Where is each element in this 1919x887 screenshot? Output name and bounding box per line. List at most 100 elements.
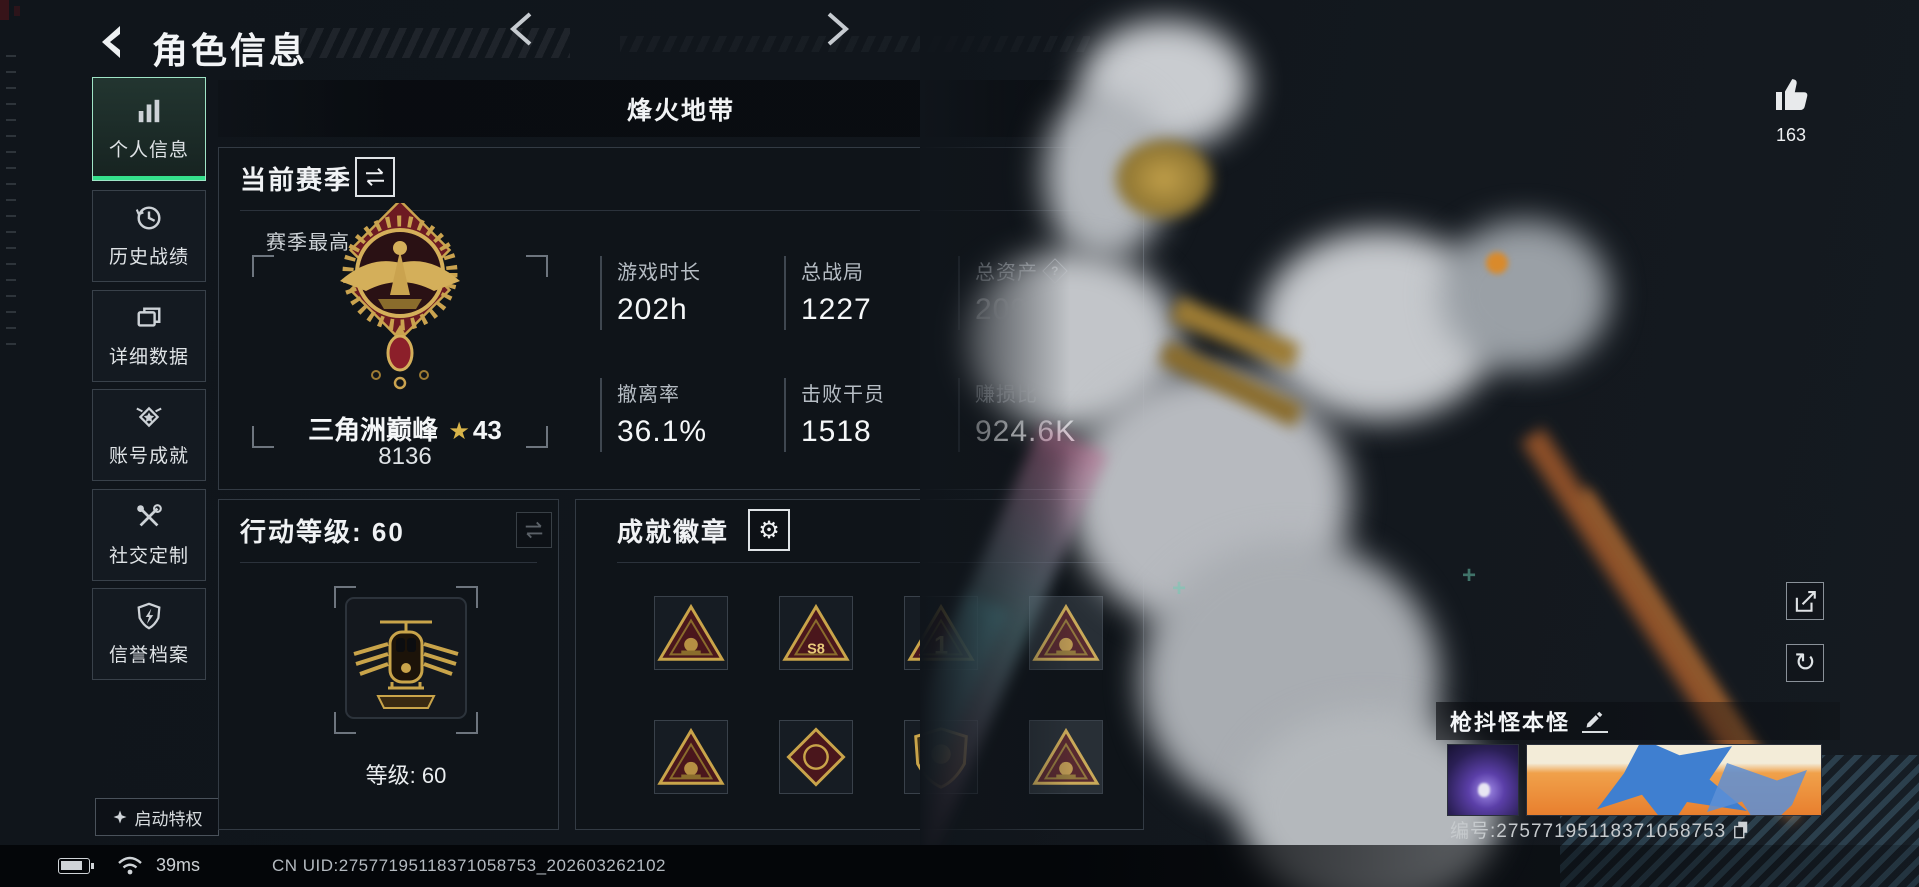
ping-value: 39ms [156, 855, 201, 875]
divider [240, 562, 537, 563]
page-title: 角色信息 [152, 30, 309, 71]
stat-label: 游戏时长 [617, 262, 701, 284]
wifi-icon [118, 856, 142, 875]
sidebar-item-label: 信誉档案 [108, 645, 189, 666]
season-rank-line: 三角洲巅峰 ★ 43 [250, 410, 560, 447]
svg-text:S8: S8 [807, 641, 825, 657]
left-tick-decoration [6, 55, 16, 355]
rank-one-badge[interactable]: 1 [904, 596, 978, 670]
player-id-row: 编号:27577195118371058753 [1450, 816, 1750, 843]
sidebar-item-account-achieve[interactable]: 账号成就 [92, 389, 206, 481]
battery-icon [58, 858, 94, 874]
stat-value: 1518 [801, 415, 872, 448]
assault-team-badge[interactable] [654, 596, 728, 670]
sidebar-item-reputation-file[interactable]: 信誉档案 [92, 588, 206, 680]
stat-value: 924.6K [975, 415, 1077, 448]
stat-label: 击败干员 [801, 384, 885, 406]
stat-cell: 总战局 1227 [784, 256, 960, 330]
swap-icon [525, 521, 543, 539]
stat-label: 总资产 [975, 262, 1038, 284]
chevron-left-icon [102, 26, 120, 58]
history-clock-icon [133, 203, 165, 233]
privilege-label: 启动特权 [134, 809, 203, 829]
folder-icon [133, 303, 165, 333]
astronaut-figure [1478, 783, 1490, 797]
stat-value: 209.3M [975, 293, 1082, 326]
dome-badge[interactable] [1029, 596, 1103, 670]
stat-cell: 总资产? 209.3M [958, 256, 1134, 330]
like-button[interactable]: 163 [1756, 74, 1826, 146]
corner-decoration [0, 0, 9, 20]
season-rank-score: 8136 [378, 443, 432, 470]
share-button[interactable] [1786, 582, 1824, 620]
edit-name-button[interactable] [1582, 709, 1609, 733]
star-icon: ★ [448, 417, 470, 445]
season-panel-title: 当前赛季 [240, 165, 353, 195]
character-name: 枪抖怪本怪 [1450, 710, 1571, 735]
tools-icon [133, 502, 165, 532]
mode-title: 烽火地带 [626, 96, 735, 125]
stat-cell: 游戏时长 202h [600, 256, 776, 330]
season-swap-button[interactable] [355, 157, 395, 197]
sidebar-item-detail-data[interactable]: 详细数据 [92, 290, 206, 382]
action-swap-button[interactable] [516, 512, 552, 548]
dragon-badge[interactable] [779, 720, 853, 794]
pencil-icon [1586, 711, 1603, 728]
stat-label: 总战局 [801, 262, 864, 284]
sidebar-item-label: 账号成就 [108, 446, 189, 467]
aircraft-badge[interactable] [654, 720, 728, 794]
sidebar-item-personal-info[interactable]: 个人信息 [92, 77, 206, 181]
svg-text:1: 1 [934, 631, 948, 659]
stat-cell: 撤离率 36.1% [600, 378, 776, 452]
mode-selector: 烽火地带 [218, 80, 1144, 137]
rank-name: 三角洲巅峰 [308, 415, 439, 445]
sidebar-item-label: 历史战绩 [108, 247, 189, 268]
lion-shield-badge[interactable] [904, 720, 978, 794]
stronghold-badge[interactable] [1029, 720, 1103, 794]
refresh-button[interactable]: ↻ [1786, 644, 1824, 682]
sidebar-item-label: 社交定制 [108, 546, 189, 567]
season-rank-medal [340, 203, 460, 390]
like-count: 163 [1775, 125, 1807, 145]
uid-text: CN UID:27577195118371058753_202603262102 [272, 856, 667, 875]
chevron-right-icon [827, 12, 850, 46]
stat-value: 36.1% [617, 415, 708, 448]
stat-cell: 赚损比 924.6K [958, 378, 1134, 452]
sidebar-item-social-custom[interactable]: 社交定制 [92, 489, 206, 581]
stat-label: 赚损比 [975, 384, 1038, 406]
active-underline [93, 176, 205, 180]
privilege-button[interactable]: 启动特权 [95, 798, 219, 836]
stat-value: 202h [617, 293, 688, 326]
action-level-label: 等级: 60 [365, 763, 447, 788]
stat-cell: 击败干员 1518 [784, 378, 960, 452]
divider [617, 562, 1122, 563]
plus-decoration: + [1462, 562, 1477, 589]
plus-decoration: + [1172, 575, 1187, 602]
badges-settings-button[interactable]: ⚙ [748, 509, 790, 551]
sidebar-item-history-record[interactable]: 历史战绩 [92, 190, 206, 282]
sidebar-item-label: 个人信息 [108, 140, 189, 161]
medal-icon [133, 402, 165, 432]
mode-prev-button[interactable] [505, 11, 539, 47]
banner-art [1707, 763, 1807, 815]
profile-banner-large[interactable] [1526, 744, 1822, 816]
copy-icon[interactable] [1732, 820, 1750, 840]
back-button[interactable] [92, 22, 132, 62]
mode-next-button[interactable] [820, 11, 854, 47]
stat-label: 撤离率 [617, 384, 680, 406]
divider [240, 210, 1122, 211]
help-icon[interactable]: ? [1042, 257, 1068, 284]
sidebar-item-label: 详细数据 [108, 347, 189, 368]
player-id: 编号:27577195118371058753 [1450, 821, 1727, 842]
shield-bolt-icon [133, 601, 165, 631]
spark-icon [113, 810, 126, 824]
stat-value: 1227 [801, 293, 872, 326]
refresh-icon: ↻ [1794, 648, 1816, 678]
s8-season-badge[interactable]: S8 [779, 596, 853, 670]
badges-panel-title: 成就徽章 [617, 517, 730, 547]
hatch-decoration [300, 28, 570, 58]
profile-banner-thumbnail[interactable] [1447, 744, 1519, 816]
hatch-decoration [620, 36, 1090, 52]
status-bar: 39ms CN UID:27577195118371058753_2026032… [0, 845, 1919, 887]
